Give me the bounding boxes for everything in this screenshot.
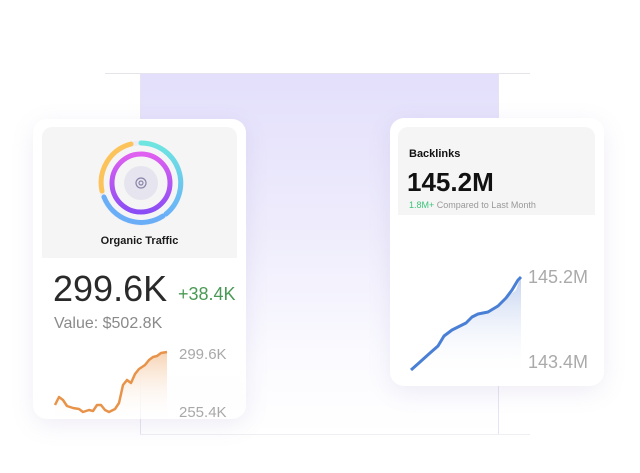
traffic-value: 299.6K — [53, 268, 168, 309]
backlinks-change-suffix: Compared to Last Month — [436, 200, 536, 210]
card-title: Backlinks — [409, 148, 461, 160]
backlinks-card: Backlinks 145.2M 1.8M+ Compared to Last … — [390, 118, 604, 386]
divider — [105, 73, 530, 74]
ring-segment-blue — [101, 194, 166, 225]
backlinks-chart-max: 145.2M — [528, 267, 589, 287]
traffic-chart-min: 255.4K — [179, 404, 227, 421]
backlinks-line — [410, 275, 523, 372]
divider — [140, 434, 530, 435]
backlinks-sparkline — [410, 275, 523, 378]
card-title: Organic Traffic — [100, 235, 179, 247]
target-icon — [135, 177, 147, 189]
backlinks-chart-min: 143.4M — [528, 352, 589, 372]
card-header — [398, 127, 595, 215]
traffic-line — [53, 350, 168, 414]
ring-segment-yellow — [98, 141, 134, 194]
traffic-change: +38.4K — [178, 284, 236, 304]
traffic-chart-max: 299.6K — [179, 346, 227, 363]
backlinks-change-row: 1.8M+ Compared to Last Month — [409, 200, 536, 210]
ring-segment-cyan — [138, 140, 184, 217]
traffic-sparkline — [53, 350, 168, 422]
organic-traffic-card: Organic Traffic 299.6K +38.4K Value: $50… — [33, 119, 246, 422]
backlinks-value: 145.2M — [407, 167, 494, 197]
traffic-ring-chart — [98, 140, 184, 226]
traffic-value-label: Value: $502.8K — [54, 315, 163, 332]
backlinks-change: 1.8M+ — [409, 200, 435, 210]
